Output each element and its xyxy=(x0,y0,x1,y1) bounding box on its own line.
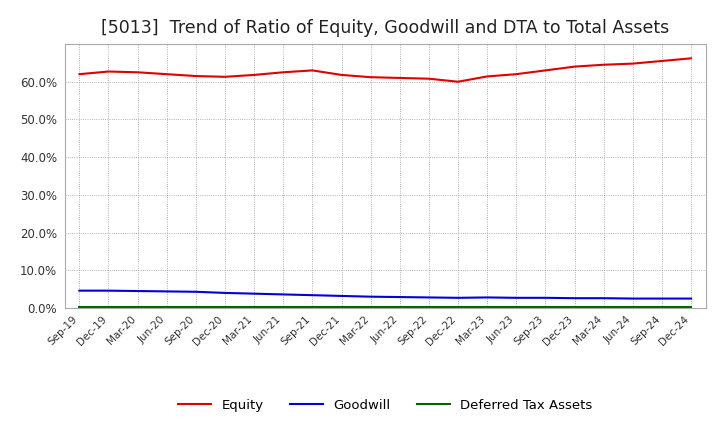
Deferred Tax Assets xyxy=(133,304,142,309)
Goodwill xyxy=(512,295,521,301)
Equity xyxy=(395,75,404,81)
Goodwill xyxy=(104,288,113,293)
Equity xyxy=(599,62,608,67)
Goodwill xyxy=(599,296,608,301)
Equity xyxy=(220,74,229,80)
Deferred Tax Assets xyxy=(104,304,113,309)
Deferred Tax Assets xyxy=(192,304,200,309)
Equity xyxy=(687,56,696,61)
Equity xyxy=(192,73,200,79)
Legend: Equity, Goodwill, Deferred Tax Assets: Equity, Goodwill, Deferred Tax Assets xyxy=(178,399,593,412)
Line: Equity: Equity xyxy=(79,59,691,82)
Goodwill xyxy=(192,289,200,294)
Goodwill xyxy=(250,291,258,296)
Line: Goodwill: Goodwill xyxy=(79,291,691,299)
Deferred Tax Assets xyxy=(629,304,637,309)
Deferred Tax Assets xyxy=(570,304,579,309)
Goodwill xyxy=(395,294,404,300)
Deferred Tax Assets xyxy=(366,304,375,309)
Deferred Tax Assets xyxy=(75,304,84,309)
Equity xyxy=(541,68,550,73)
Goodwill xyxy=(220,290,229,296)
Equity xyxy=(512,72,521,77)
Deferred Tax Assets xyxy=(337,304,346,309)
Equity xyxy=(250,72,258,77)
Goodwill xyxy=(366,294,375,299)
Deferred Tax Assets xyxy=(308,304,317,309)
Goodwill xyxy=(163,289,171,294)
Equity xyxy=(570,64,579,69)
Goodwill xyxy=(279,292,287,297)
Goodwill xyxy=(541,295,550,301)
Goodwill xyxy=(308,293,317,298)
Deferred Tax Assets xyxy=(250,304,258,309)
Equity xyxy=(163,72,171,77)
Deferred Tax Assets xyxy=(512,304,521,309)
Goodwill xyxy=(133,288,142,293)
Equity xyxy=(75,72,84,77)
Equity xyxy=(425,76,433,81)
Equity xyxy=(104,69,113,74)
Equity xyxy=(133,70,142,75)
Equity xyxy=(366,74,375,80)
Equity xyxy=(337,72,346,77)
Deferred Tax Assets xyxy=(220,304,229,309)
Equity xyxy=(308,68,317,73)
Goodwill xyxy=(687,296,696,301)
Equity xyxy=(657,59,666,64)
Deferred Tax Assets xyxy=(395,304,404,309)
Deferred Tax Assets xyxy=(163,304,171,309)
Goodwill xyxy=(483,295,492,300)
Deferred Tax Assets xyxy=(599,304,608,309)
Equity xyxy=(279,70,287,75)
Deferred Tax Assets xyxy=(541,304,550,309)
Goodwill xyxy=(425,295,433,300)
Equity xyxy=(454,79,462,84)
Goodwill xyxy=(337,293,346,299)
Deferred Tax Assets xyxy=(279,304,287,309)
Goodwill xyxy=(629,296,637,301)
Equity xyxy=(483,74,492,79)
Equity xyxy=(629,61,637,66)
Deferred Tax Assets xyxy=(687,304,696,309)
Deferred Tax Assets xyxy=(425,304,433,309)
Goodwill xyxy=(570,296,579,301)
Goodwill xyxy=(657,296,666,301)
Goodwill xyxy=(454,295,462,301)
Title: [5013]  Trend of Ratio of Equity, Goodwill and DTA to Total Assets: [5013] Trend of Ratio of Equity, Goodwil… xyxy=(101,19,670,37)
Deferred Tax Assets xyxy=(657,304,666,309)
Deferred Tax Assets xyxy=(454,304,462,309)
Deferred Tax Assets xyxy=(483,304,492,309)
Goodwill xyxy=(75,288,84,293)
